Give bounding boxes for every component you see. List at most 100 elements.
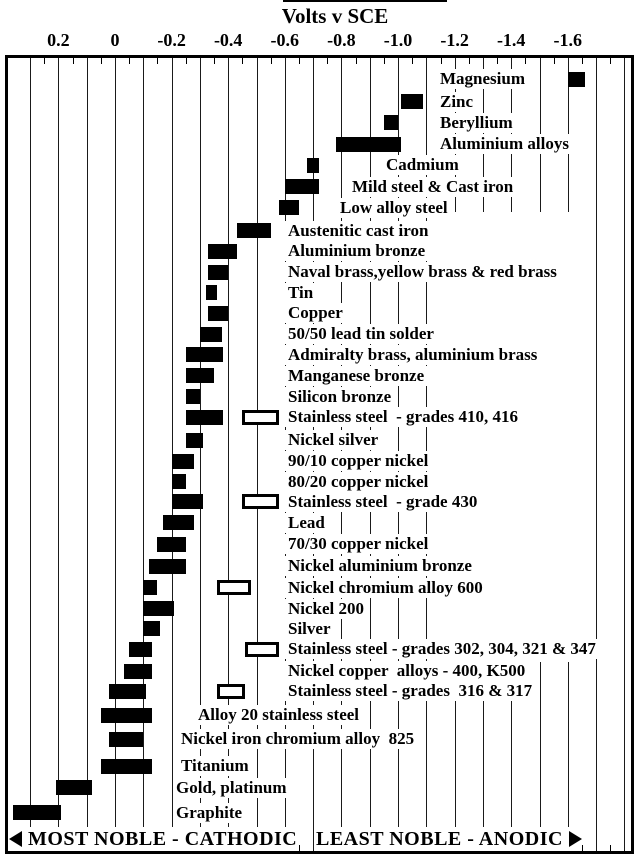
- metal-label: Nickel iron chromium alloy 825: [178, 729, 418, 749]
- gridline: [86, 58, 88, 851]
- footer-least-noble: LEAST NOBLE - ANODIC: [316, 827, 582, 851]
- metal-label: Silver: [285, 618, 334, 639]
- metal-label: Titanium: [178, 756, 252, 776]
- range-bar-hollow: [242, 409, 280, 425]
- metal-label: Cadmium: [383, 155, 462, 175]
- chart-title: Volts v SCE: [281, 4, 389, 28]
- metal-label: Nickel 200: [285, 598, 368, 619]
- range-bar-solid: [163, 515, 195, 530]
- metal-label: Zinc: [437, 91, 477, 112]
- gridline: [143, 58, 145, 851]
- minor-tick: [270, 58, 272, 64]
- range-bar-solid: [208, 243, 237, 259]
- axis-tick-label: -0.6: [270, 30, 300, 50]
- gridline: [596, 58, 598, 851]
- left-arrow-icon: [9, 830, 22, 847]
- range-bar-solid: [157, 536, 186, 552]
- range-bar-solid: [143, 580, 158, 595]
- minor-tick: [412, 58, 414, 64]
- axis-tick-label: -0.8: [327, 30, 356, 50]
- minor-tick: [582, 58, 583, 64]
- metal-label: Silicon bronze: [285, 386, 395, 407]
- range-bar-solid: [284, 179, 319, 194]
- metal-label: Beryllium: [437, 112, 516, 133]
- range-bar-solid: [335, 136, 401, 152]
- footer-most-noble: MOST NOBLE - CATHODIC: [9, 827, 298, 851]
- range-bar-solid: [185, 389, 200, 404]
- footer-left-label: MOST NOBLE - CATHODIC: [28, 828, 298, 850]
- axis-tick-label: -1.0: [383, 30, 413, 50]
- minor-tick: [214, 58, 216, 64]
- metal-label: Admiralty brass, aluminium brass: [285, 344, 541, 365]
- axis-tick-label: 0.2: [47, 30, 70, 50]
- range-bar-solid: [307, 157, 319, 173]
- range-bar-solid: [143, 621, 161, 636]
- metal-label: Stainless steel - grades 410, 416: [285, 407, 521, 427]
- metal-label: Tin: [285, 282, 317, 303]
- axis-tick-label: -1.6: [553, 30, 583, 50]
- metal-label: Nickel copper alloys - 400, K500: [285, 661, 529, 681]
- footer-right-label: LEAST NOBLE - ANODIC: [316, 828, 563, 850]
- metal-label: Nickel silver: [285, 430, 382, 450]
- range-bar-solid: [279, 200, 299, 215]
- range-bar-solid: [567, 71, 585, 87]
- metal-label: Austenitic cast iron: [285, 220, 432, 241]
- gridline: [199, 58, 201, 851]
- axis-tick-label: -0.2: [157, 30, 186, 50]
- minor-tick: [299, 845, 300, 851]
- minor-tick: [497, 58, 499, 64]
- axis-tick-label: -1.2: [440, 30, 469, 50]
- minor-tick: [525, 58, 527, 64]
- gridline: [30, 58, 32, 851]
- gridline: [256, 58, 258, 851]
- metal-label: Nickel chromium alloy 600: [285, 577, 486, 598]
- range-bar-hollow: [216, 683, 246, 699]
- range-bar-solid: [383, 115, 398, 130]
- range-bar-solid: [100, 707, 152, 723]
- range-bar-solid: [205, 285, 217, 300]
- metal-label: Stainless steel - grades 316 & 317: [285, 681, 536, 701]
- minor-tick: [468, 58, 470, 64]
- minor-tick: [610, 58, 612, 64]
- range-bar-solid: [109, 731, 144, 747]
- top-crop-artifact: [283, 0, 447, 2]
- minor-tick: [610, 845, 612, 851]
- range-bar-solid: [171, 453, 195, 469]
- minor-tick: [185, 58, 187, 64]
- range-bar-solid: [129, 641, 152, 657]
- range-bar-solid: [400, 94, 424, 109]
- right-arrow-icon: [568, 830, 582, 847]
- range-bar-solid: [185, 432, 203, 448]
- metal-label: 90/10 copper nickel: [285, 451, 432, 471]
- minor-tick: [383, 58, 385, 64]
- metal-label: Lead: [285, 512, 328, 533]
- range-bar-solid: [208, 264, 229, 280]
- minor-tick: [299, 58, 300, 64]
- minor-tick: [327, 58, 329, 64]
- range-bar-hollow: [245, 641, 280, 657]
- range-bar-solid: [109, 683, 147, 699]
- range-bar-hollow: [216, 580, 251, 595]
- metal-label: Magnesium: [437, 69, 528, 89]
- plot-border: [5, 55, 634, 854]
- range-bar-solid: [185, 409, 223, 425]
- range-bar-solid: [236, 223, 271, 238]
- range-bar-solid: [149, 558, 186, 574]
- range-bar-solid: [100, 758, 152, 774]
- metal-label: Nickel aluminium bronze: [285, 556, 475, 576]
- axis-tick-label: -0.4: [213, 30, 243, 50]
- metal-label: Manganese bronze: [285, 365, 428, 386]
- metal-label: Copper: [285, 303, 346, 323]
- minor-tick: [355, 58, 357, 64]
- metal-label: Aluminium bronze: [285, 241, 429, 261]
- range-bar-solid: [13, 805, 62, 820]
- minor-tick: [553, 58, 555, 64]
- metal-label: Gold, platinum: [173, 777, 290, 798]
- range-bar-hollow: [242, 494, 280, 509]
- range-bar-solid: [185, 347, 223, 362]
- metal-label: Naval brass,yellow brass & red brass: [285, 262, 560, 282]
- gridline: [58, 58, 60, 851]
- minor-tick: [129, 58, 131, 64]
- range-bar-solid: [55, 780, 93, 795]
